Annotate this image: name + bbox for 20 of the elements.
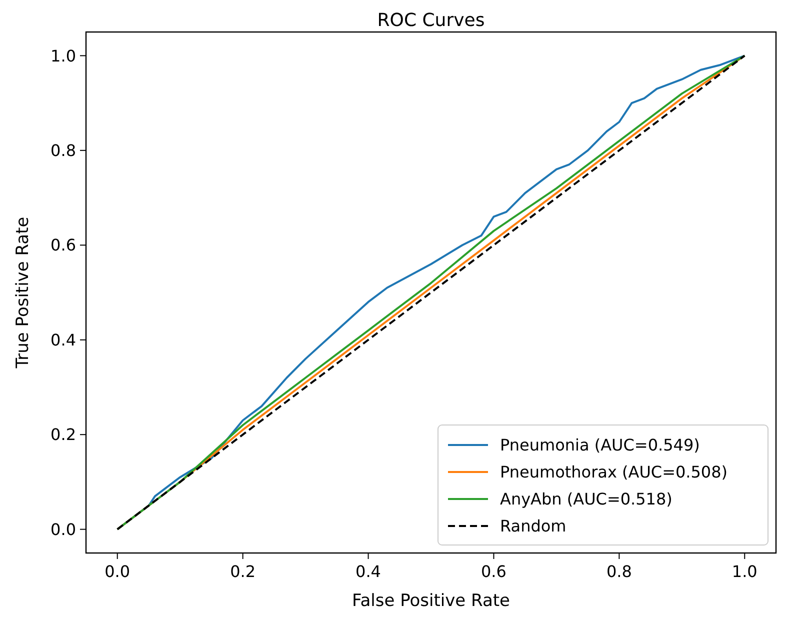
y-tick-label: 0.8 xyxy=(50,141,76,160)
y-tick-label: 0.6 xyxy=(50,236,76,255)
legend-label: Pneumonia (AUC=0.549) xyxy=(500,436,700,455)
legend-label: Random xyxy=(500,516,566,536)
legend-label: AnyAbn (AUC=0.518) xyxy=(500,490,672,509)
line-series xyxy=(116,54,746,530)
y-tick-label: 0.0 xyxy=(50,520,76,539)
y-tick-label: 0.4 xyxy=(50,330,76,350)
x-tick-label: 0.4 xyxy=(356,562,381,581)
chart-title: ROC Curves xyxy=(377,10,485,31)
legend-label: Pneumothorax (AUC=0.508) xyxy=(500,462,728,482)
x-tick-label: 0.2 xyxy=(230,562,256,581)
x-tick-label: 0.0 xyxy=(104,562,130,581)
y-tick-label: 0.2 xyxy=(50,425,76,444)
y-tick-label: 1.0 xyxy=(50,46,76,66)
x-tick-label: 0.6 xyxy=(481,562,506,581)
y-axis-title: True Positive Rate xyxy=(13,216,33,370)
x-axis-title: False Positive Rate xyxy=(352,591,510,611)
x-tick-label: 1.0 xyxy=(732,562,758,581)
x-tick-label: 0.8 xyxy=(606,562,632,581)
